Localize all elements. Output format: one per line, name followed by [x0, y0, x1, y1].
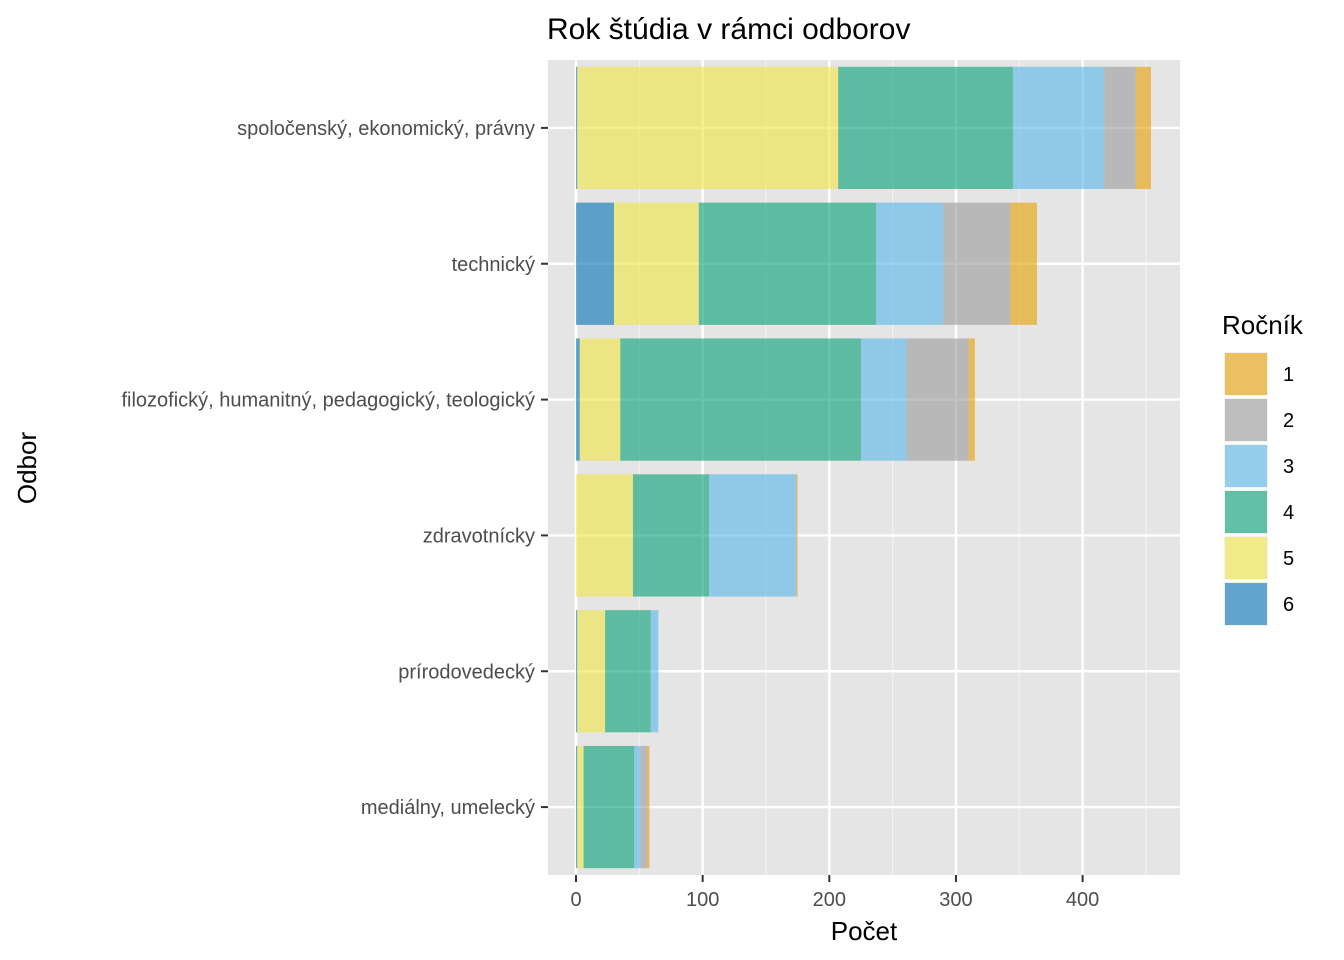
x-tick-label: 0	[570, 889, 581, 911]
legend-key	[1225, 353, 1267, 395]
bar-segment	[1135, 66, 1151, 190]
x-tick-label: 100	[686, 889, 719, 911]
y-tick-label: spoločenský, ekonomický, právny	[237, 118, 535, 140]
bar-segment	[576, 745, 578, 869]
y-tick-label: prírodovedecký	[398, 661, 535, 683]
bar-segment	[968, 338, 975, 461]
bar-segment	[576, 610, 578, 733]
bar-segment	[640, 745, 647, 869]
bar-segment	[1010, 202, 1038, 325]
legend-label: 4	[1283, 502, 1294, 524]
x-tick-label: 400	[1066, 889, 1099, 911]
x-tick-label: 200	[813, 889, 846, 911]
bar-segment	[613, 202, 699, 325]
y-tick-label: mediálny, umelecký	[361, 797, 535, 819]
bar-segment	[577, 745, 584, 869]
bar-segment	[632, 474, 709, 597]
minor-gridlines	[638, 60, 1147, 875]
bar-segment	[634, 745, 641, 869]
bar-segment	[1104, 66, 1136, 190]
bar-segment	[698, 202, 877, 325]
bar-segment	[579, 338, 621, 461]
bar-segment	[577, 66, 839, 190]
y-tick-label: filozofický, humanitný, pedagogický, teo…	[121, 390, 535, 412]
y-axis-title: Odbor	[12, 432, 42, 505]
legend-label: 3	[1283, 456, 1294, 478]
bars	[576, 66, 1151, 869]
bar-segment	[620, 338, 861, 461]
bar-segment	[576, 474, 633, 597]
bar-segment	[876, 202, 944, 325]
legend-key	[1225, 537, 1267, 579]
bar-segment	[796, 474, 798, 597]
y-tick-label: zdravotnícky	[423, 525, 535, 547]
bar-segment	[838, 66, 1013, 190]
bar-segment	[943, 202, 1011, 325]
legend-label: 5	[1283, 548, 1294, 570]
bar-segment	[577, 610, 606, 733]
x-tick-label: 300	[939, 889, 972, 911]
plot-panel	[548, 60, 1180, 875]
legend-label: 2	[1283, 410, 1294, 432]
legend-key	[1225, 445, 1267, 487]
y-tick-label: technický	[452, 254, 535, 276]
bar-segment	[583, 745, 635, 869]
bar-segment	[576, 202, 614, 325]
bar-segment	[650, 610, 659, 733]
bar-segment	[1012, 66, 1105, 190]
legend-key	[1225, 583, 1267, 625]
y-axis: spoločenský, ekonomický, právny technický…	[121, 118, 548, 819]
x-axis: 0 100 200 300 400	[570, 875, 1099, 911]
chart-title: Rok štúdia v rámci odborov	[547, 13, 911, 46]
bar-segment	[576, 66, 578, 190]
legend-key	[1225, 491, 1267, 533]
legend-key	[1225, 399, 1267, 441]
bar-segment	[646, 745, 650, 869]
legend-label: 6	[1283, 594, 1294, 616]
legend: Ročník 1 2 3 4 5 6	[1222, 310, 1304, 626]
bar-segment	[576, 338, 580, 461]
bar-segment	[708, 474, 797, 597]
bar-segment	[906, 338, 969, 461]
legend-title: Ročník	[1222, 310, 1304, 340]
legend-label: 1	[1283, 364, 1294, 386]
x-axis-title: Počet	[831, 916, 898, 946]
bar-segment	[605, 610, 651, 733]
bar-segment	[860, 338, 907, 461]
